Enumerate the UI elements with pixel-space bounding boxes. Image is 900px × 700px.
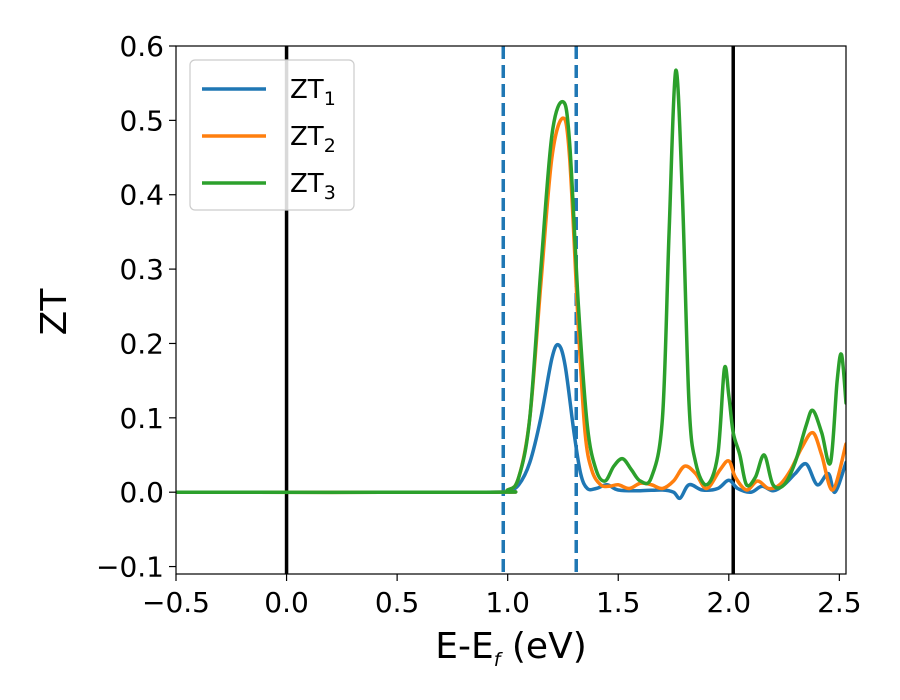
legend: ZT1 ZT2 ZT3 bbox=[189, 59, 355, 211]
x-tick-label: 2.0 bbox=[707, 586, 752, 619]
legend-box bbox=[189, 59, 355, 211]
x-tick-label: 1.5 bbox=[596, 586, 641, 619]
legend-label-zt3: ZT3 bbox=[290, 169, 336, 204]
x-tick-label: −0.5 bbox=[142, 586, 210, 619]
y-tick-label: 0.1 bbox=[119, 402, 164, 435]
y-tick-label: 0.5 bbox=[119, 104, 164, 137]
series-line-zt3 bbox=[176, 68, 846, 495]
y-tick-label: 0.0 bbox=[119, 476, 164, 509]
x-tick-label: 0.0 bbox=[264, 586, 309, 619]
legend-label-zt1: ZT1 bbox=[290, 75, 336, 110]
y-tick-label: 0.6 bbox=[119, 30, 164, 63]
y-tick-label: −0.1 bbox=[96, 551, 164, 584]
x-tick-label: 2.5 bbox=[817, 586, 862, 619]
x-axis-label: E-Ef (eV) bbox=[435, 626, 587, 671]
y-tick-label: 0.3 bbox=[119, 253, 164, 286]
y-axis-label: ZT bbox=[34, 288, 75, 336]
y-tick-label: 0.2 bbox=[119, 327, 164, 360]
legend-label-zt2: ZT2 bbox=[290, 122, 336, 157]
y-tick-label: 0.4 bbox=[119, 179, 164, 212]
x-tick-label: 0.5 bbox=[375, 586, 420, 619]
plot-frame bbox=[175, 45, 847, 575]
x-tick-label: 1.0 bbox=[485, 586, 530, 619]
